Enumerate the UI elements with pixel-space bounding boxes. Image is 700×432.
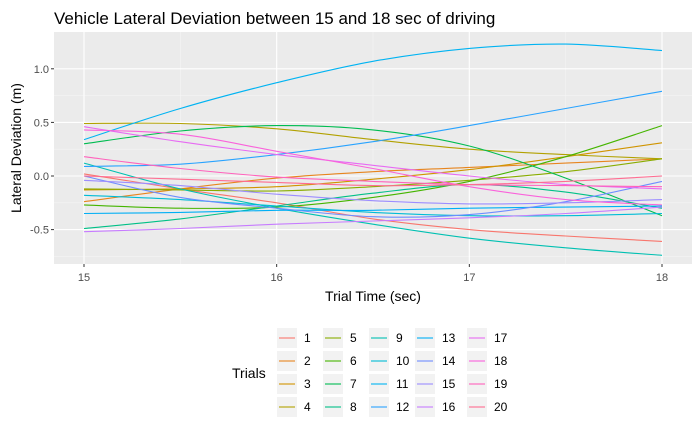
series-line-trial-12 xyxy=(83,90,663,167)
y-tick-label-1.0: 1.0 xyxy=(34,64,49,76)
legend-label-11: 11 xyxy=(396,377,409,391)
legend-label-3: 3 xyxy=(304,377,311,391)
series-line-trial-16 xyxy=(83,206,663,233)
series-line-trial-17 xyxy=(83,126,663,190)
x-axis-title: Trial Time (sec) xyxy=(325,288,421,304)
y-tick-label-0.0: 0.0 xyxy=(34,171,49,183)
series-line-trial-13 xyxy=(83,205,663,215)
y-tick-label-0.5: 0.5 xyxy=(34,117,49,129)
legend-label-4: 4 xyxy=(304,400,311,414)
series-line-trial-7 xyxy=(83,125,663,217)
legend-label-8: 8 xyxy=(350,400,357,414)
y-axis-ticks: -0.5 0.0 0.5 1.0 xyxy=(30,64,54,237)
series-line-trial-20 xyxy=(83,175,663,187)
chart-title: Vehicle Lateral Deviation between 15 and… xyxy=(54,9,495,28)
x-tick-label-17: 17 xyxy=(463,272,475,284)
legend-label-5: 5 xyxy=(350,331,357,345)
legend-label-10: 10 xyxy=(396,354,410,368)
legend-label-17: 17 xyxy=(494,331,508,345)
series-line-trial-9 xyxy=(83,162,663,256)
legend-label-19: 19 xyxy=(494,377,508,391)
x-axis-ticks: 15 16 17 18 xyxy=(78,264,668,284)
series-line-trial-5 xyxy=(83,158,663,192)
series-line-trial-19 xyxy=(83,156,663,188)
legend-label-20: 20 xyxy=(494,400,508,414)
legend-label-7: 7 xyxy=(350,377,357,391)
legend-label-12: 12 xyxy=(396,400,410,414)
x-tick-label-18: 18 xyxy=(656,272,668,284)
legend-label-1: 1 xyxy=(304,331,311,345)
legend-label-9: 9 xyxy=(396,331,403,345)
series-line-trial-8 xyxy=(83,184,663,230)
series-line-trial-18 xyxy=(83,129,663,206)
legend-label-18: 18 xyxy=(494,354,508,368)
series-line-trial-10 xyxy=(83,194,663,217)
legend-label-14: 14 xyxy=(442,354,456,368)
x-tick-label-15: 15 xyxy=(78,272,90,284)
legend-label-13: 13 xyxy=(442,331,456,345)
series-lines xyxy=(83,43,663,256)
series-line-trial-4 xyxy=(83,122,663,160)
y-axis-title: Lateral Deviation (m) xyxy=(8,83,24,213)
x-tick-label-16: 16 xyxy=(271,272,283,284)
legend-label-15: 15 xyxy=(442,377,456,391)
series-line-trial-14 xyxy=(83,175,663,218)
series-line-trial-11 xyxy=(83,43,663,141)
y-tick-label--0.5: -0.5 xyxy=(30,225,49,237)
legend-label-16: 16 xyxy=(442,400,456,414)
legend-label-2: 2 xyxy=(304,354,311,368)
series-line-trial-6 xyxy=(83,125,663,210)
series-line-trial-15 xyxy=(83,179,663,205)
legend-title: Trials xyxy=(232,365,266,381)
legend-label-6: 6 xyxy=(350,354,357,368)
